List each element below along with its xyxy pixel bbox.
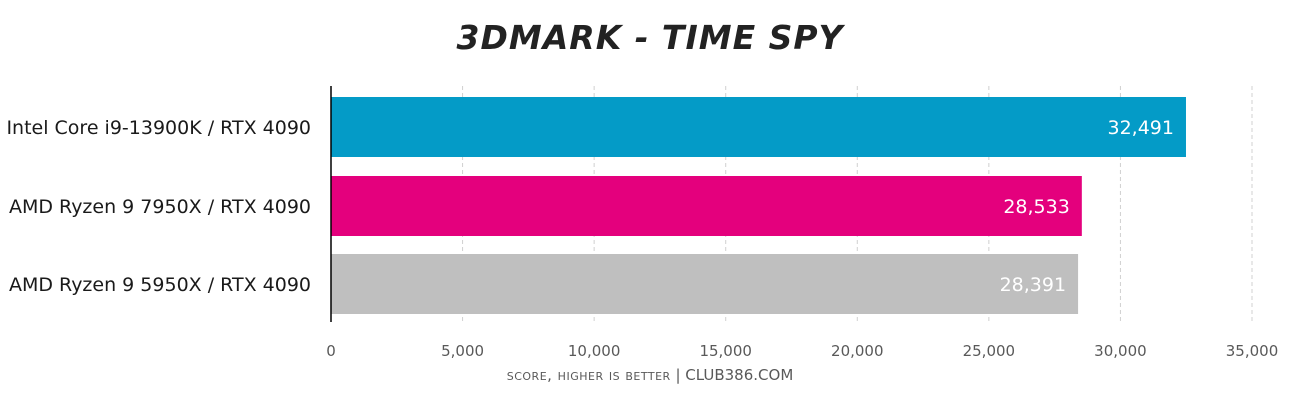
bar (331, 254, 1079, 314)
bar-value-label: 28,391 (1000, 274, 1066, 296)
x-tick-label: 5,000 (441, 342, 484, 360)
bar (331, 97, 1186, 157)
chart-title: 3DMARK - TIME SPY (456, 18, 844, 57)
category-label: AMD Ryzen 9 5950X / RTX 4090 (9, 274, 311, 296)
footer-caption: score, higher is better | CLUB386.COM (0, 366, 1300, 384)
bar-value-label: 32,491 (1107, 117, 1173, 139)
category-label: Intel Core i9-13900K / RTX 4090 (6, 117, 311, 139)
x-tick-label: 35,000 (1226, 342, 1279, 360)
x-tick-label: 25,000 (963, 342, 1016, 360)
x-tick-label: 30,000 (1094, 342, 1147, 360)
x-tick-label: 0 (326, 342, 336, 360)
source-credit: | CLUB386.COM (675, 366, 794, 384)
category-label: AMD Ryzen 9 7950X / RTX 4090 (9, 196, 311, 218)
bar-value-label: 28,533 (1003, 196, 1069, 218)
x-axis-label: score, higher is better (506, 366, 671, 384)
x-tick-label: 20,000 (831, 342, 884, 360)
x-tick-label: 15,000 (699, 342, 752, 360)
x-tick-label: 10,000 (568, 342, 621, 360)
bar (331, 176, 1082, 236)
